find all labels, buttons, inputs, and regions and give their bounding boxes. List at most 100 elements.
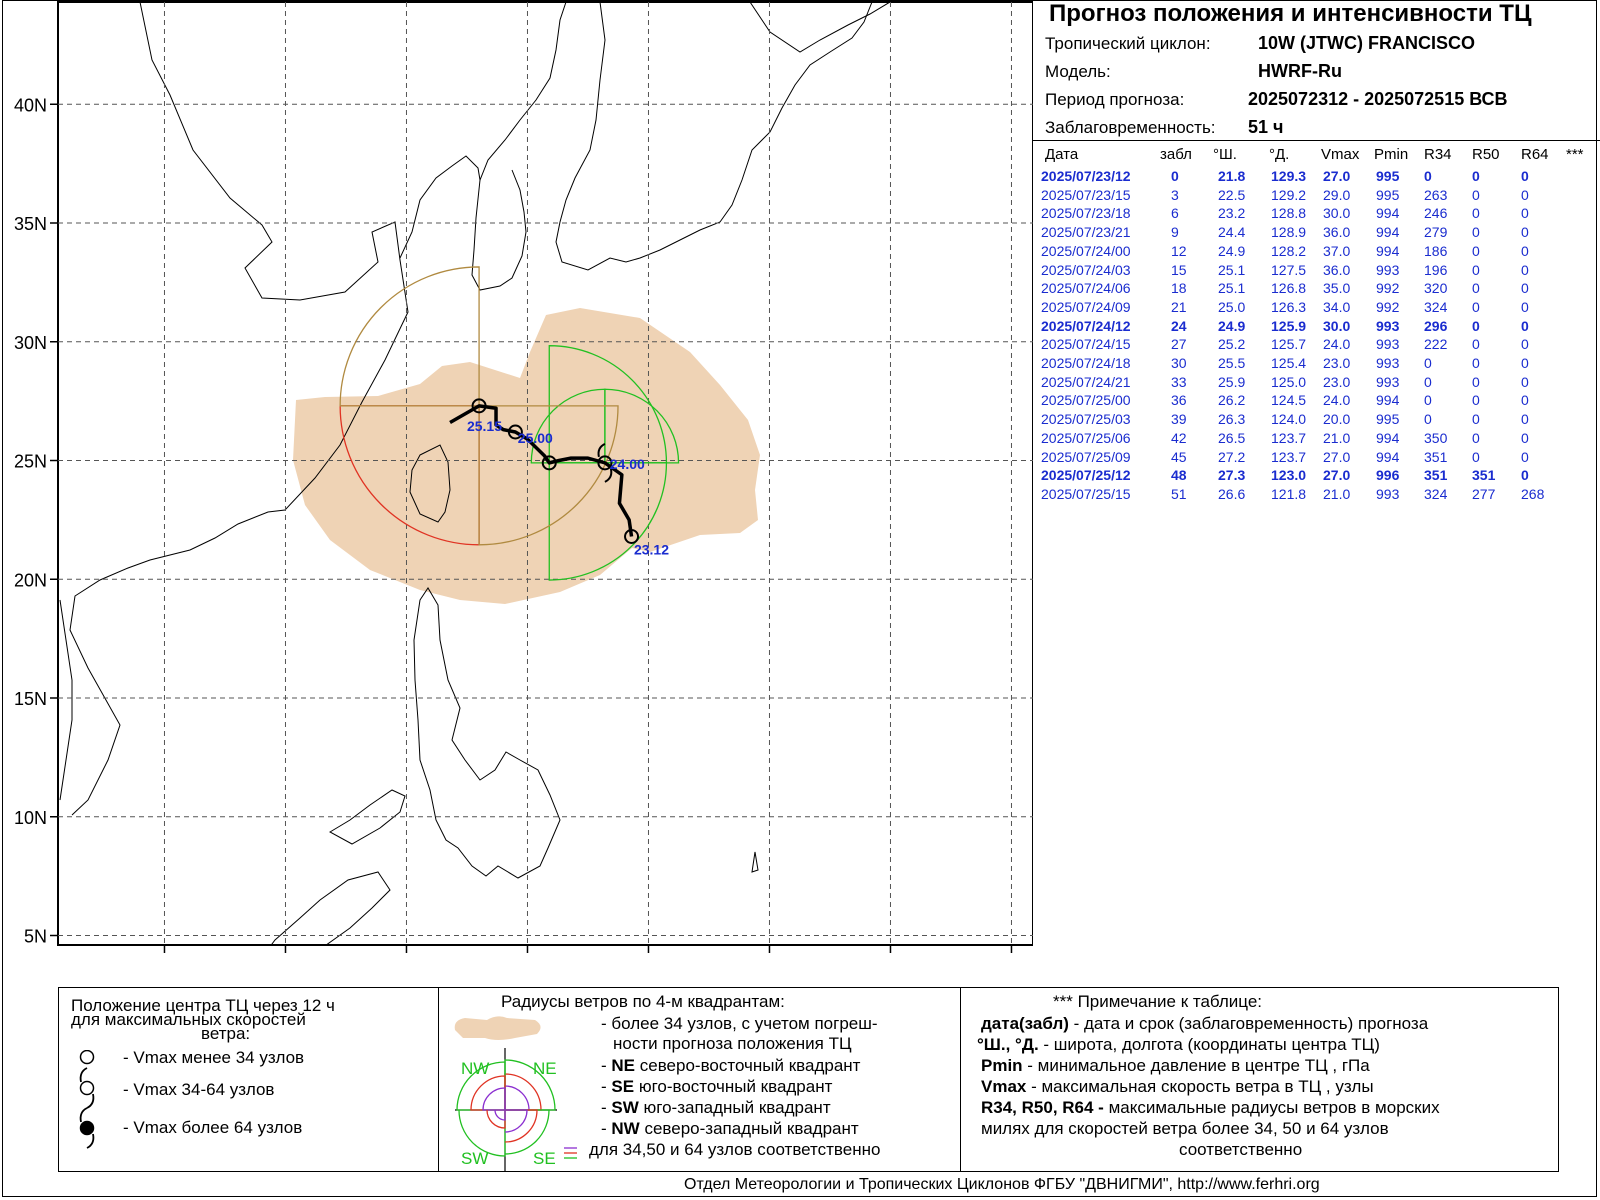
cell-date: 2025/07/24/03 xyxy=(1041,261,1131,278)
legend2-note: для 34,50 и 64 узлов соответственно xyxy=(589,1140,881,1159)
legend1-item-strong: - Vmax более 64 узлов xyxy=(123,1118,303,1137)
legend2-diagram: NW NE SW SE xyxy=(454,1016,557,1172)
col-header-note: *** xyxy=(1566,146,1584,163)
cell-r64: 0 xyxy=(1521,186,1529,203)
diagram-label-sw: SW xyxy=(461,1149,488,1168)
forecast-map[interactable]: 40N 35N 30N 25N 20N 15N 10N 5N 110E 115E 120E 125E… xyxy=(0,0,1033,960)
cell-date: 2025/07/24/15 xyxy=(1041,336,1131,353)
col-header-vmax: Vmax xyxy=(1321,146,1360,163)
cell-r64: 0 xyxy=(1521,261,1529,278)
cell-r34: 324 xyxy=(1424,485,1448,502)
legend1-title-line3: ветра: xyxy=(201,1024,251,1043)
cell-r50: 0 xyxy=(1472,392,1480,409)
lat-label: 15N xyxy=(14,689,47,709)
cell-r64: 0 xyxy=(1521,168,1529,184)
lon-label: 130E xyxy=(627,957,669,960)
wind-radius-quadrant xyxy=(548,345,668,464)
cell-r34: 186 xyxy=(1424,242,1448,259)
wind-radii xyxy=(339,266,680,581)
cell-lon: 123.0 xyxy=(1271,467,1307,484)
cell-r50: 0 xyxy=(1472,186,1480,203)
storm-symbol-arm xyxy=(597,442,606,458)
track-position-marker[interactable] xyxy=(541,455,557,471)
cell-r50: 0 xyxy=(1472,317,1480,334)
cell-date: 2025/07/24/09 xyxy=(1041,298,1131,315)
legend3-title: *** Примечание к таблице: xyxy=(1053,992,1263,1011)
term-vmax: Vmax xyxy=(981,1077,1027,1096)
legend3-row-coords: °Ш., °Д. - широта, долгота (координаты ц… xyxy=(977,1035,1380,1055)
cell-lead: 12 xyxy=(1171,242,1187,259)
typhoon-symbol-icon xyxy=(79,1107,95,1149)
cell-lon: 125.7 xyxy=(1271,336,1307,353)
cell-vmax: 27.0 xyxy=(1323,467,1351,484)
cell-pmin: 994 xyxy=(1376,392,1400,409)
cell-pmin: 995 xyxy=(1376,411,1400,428)
code-se: SE xyxy=(611,1077,635,1096)
model-label: Модель: xyxy=(1045,62,1111,81)
cell-date: 2025/07/25/06 xyxy=(1041,429,1131,446)
leadtime-label: Заблаговременность: xyxy=(1045,118,1216,137)
cell-r64: 0 xyxy=(1521,224,1529,241)
legend2-quadrant-sw: - SW юго-западный квадрант xyxy=(601,1098,831,1117)
cell-vmax: 21.0 xyxy=(1323,485,1351,502)
cell-date: 2025/07/23/15 xyxy=(1041,186,1131,203)
cell-lat: 25.9 xyxy=(1218,373,1246,390)
cell-r50: 0 xyxy=(1472,373,1480,390)
cell-date: 2025/07/24/18 xyxy=(1041,355,1131,371)
cell-date: 2025/07/25/03 xyxy=(1041,411,1131,428)
cell-lat: 25.0 xyxy=(1218,298,1246,315)
lat-label: 35N xyxy=(14,214,47,234)
legend3-row-radii: R34, R50, R64 - максимальные радиусы вет… xyxy=(981,1098,1440,1118)
cell-vmax: 36.0 xyxy=(1323,224,1351,241)
info-title: Прогноз положения и интенсивности ТЦ xyxy=(1049,0,1532,27)
diagram-label-ne: NE xyxy=(533,1059,557,1078)
footer-credit[interactable]: Отдел Метеорологии и Тропических Циклоно… xyxy=(684,1176,1320,1193)
cell-r34: 351 xyxy=(1424,448,1448,465)
cell-vmax: 36.0 xyxy=(1323,261,1351,278)
lat-label: 10N xyxy=(14,808,47,828)
diagram-label-se: SE xyxy=(533,1149,556,1168)
cell-r34: 196 xyxy=(1424,261,1448,278)
legend-wind-radii: Радиусы ветров по 4-м квадрантам: NW NE … xyxy=(438,987,961,1172)
wind-radius-quadrant xyxy=(478,405,619,546)
track-position-marker[interactable] xyxy=(471,398,487,414)
track-position-marker[interactable] xyxy=(597,455,613,471)
cell-r64: 0 xyxy=(1521,317,1529,334)
cell-date: 2025/07/23/12 xyxy=(1041,168,1131,184)
cell-lat: 26.2 xyxy=(1218,392,1246,409)
cell-lead: 6 xyxy=(1171,205,1179,222)
track-position-marker[interactable] xyxy=(507,424,523,440)
cell-r50: 0 xyxy=(1472,224,1480,241)
term-coords: °Ш., °Д. xyxy=(977,1035,1039,1054)
cell-r50: 0 xyxy=(1472,280,1480,297)
col-header-r64: R64 xyxy=(1521,146,1549,163)
cell-date: 2025/07/25/12 xyxy=(1041,467,1131,484)
radii-color-swatch-icon xyxy=(564,1147,577,1159)
lon-label: 115E xyxy=(265,957,306,960)
lat-label: 25N xyxy=(14,452,47,472)
cell-r34: 0 xyxy=(1424,373,1432,390)
legend1-title-line2: для максимальных скоростей xyxy=(71,1010,306,1029)
wind-radius-quadrant xyxy=(339,266,480,407)
cell-pmin: 996 xyxy=(1376,467,1400,484)
cell-lead: 30 xyxy=(1171,355,1187,371)
cell-lead: 33 xyxy=(1171,373,1187,390)
wind-radius-quadrant xyxy=(530,388,606,464)
cell-r50: 351 xyxy=(1472,467,1496,484)
cell-pmin: 995 xyxy=(1376,168,1400,184)
cell-r50: 0 xyxy=(1472,355,1480,371)
legend3-tail-line2: соответственно xyxy=(1179,1140,1303,1159)
lon-label: 135E xyxy=(748,957,790,960)
cell-lead: 9 xyxy=(1171,224,1179,241)
cell-lat: 22.5 xyxy=(1218,186,1246,203)
lat-label: 30N xyxy=(14,333,47,353)
cell-lead: 42 xyxy=(1171,429,1187,446)
cell-r64: 0 xyxy=(1521,242,1529,259)
cell-lat: 26.5 xyxy=(1218,429,1246,446)
legend3-row-date: дата(забл) - дата и срок (заблаговременн… xyxy=(981,1014,1428,1034)
track-position-marker[interactable] xyxy=(624,529,640,544)
cell-lead: 15 xyxy=(1171,261,1187,278)
cell-lat: 24.9 xyxy=(1218,317,1246,334)
cell-lon: 124.0 xyxy=(1271,411,1307,428)
cell-lon: 125.0 xyxy=(1271,373,1307,390)
